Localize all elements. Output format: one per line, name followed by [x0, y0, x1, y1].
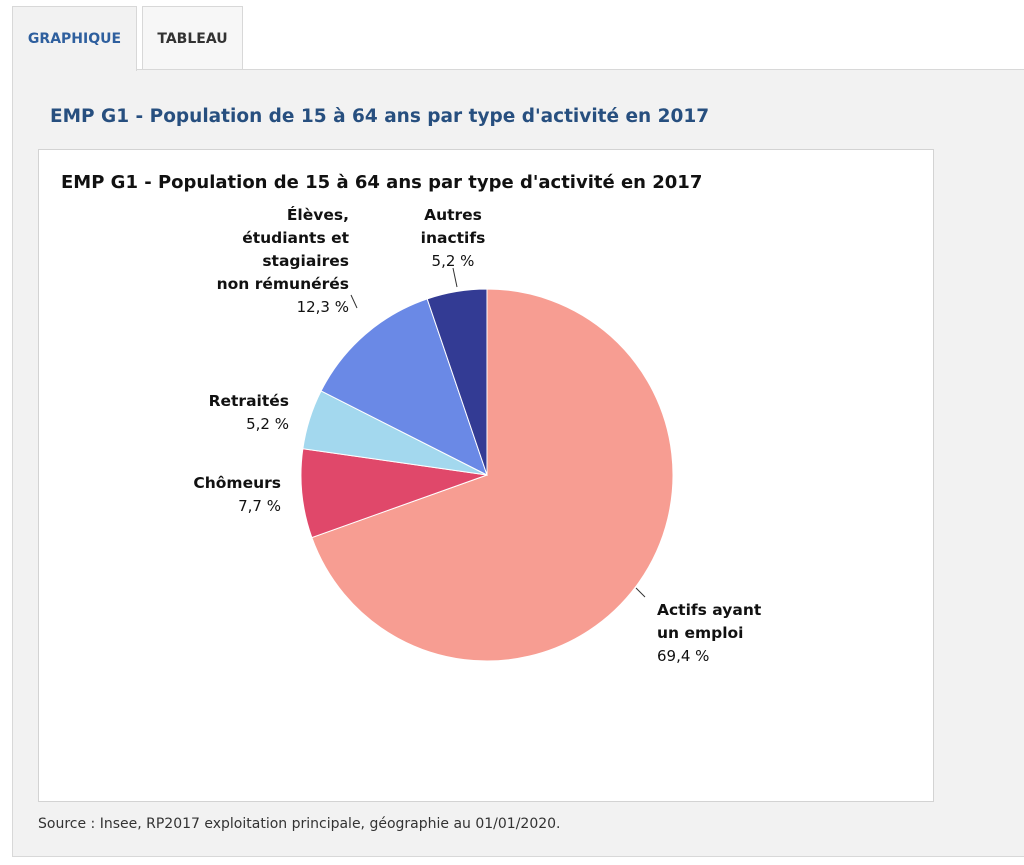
slice-label: Retraités: [209, 392, 289, 410]
source-note: Source : Insee, RP2017 exploitation prin…: [38, 816, 561, 832]
leader-line: [635, 587, 646, 598]
leader-line: [350, 294, 358, 309]
panel-title: EMP G1 - Population de 15 à 64 ans par t…: [50, 106, 710, 127]
tab-graphique[interactable]: GRAPHIQUE: [12, 6, 137, 71]
leader-line: [452, 267, 458, 288]
slice-value-label: 7,7 %: [238, 497, 281, 515]
pie-slice: [426, 288, 488, 476]
pie-slice: [311, 288, 674, 662]
slice-label: un emploi: [657, 624, 744, 642]
slice-label: Élèves,: [287, 205, 349, 224]
slice-value-label: 69,4 %: [657, 647, 709, 665]
tab-tableau[interactable]: TABLEAU: [142, 6, 243, 70]
chart-panel: EMP G1 - Population de 15 à 64 ans par t…: [12, 69, 1024, 857]
chart-title: EMP G1 - Population de 15 à 64 ans par t…: [61, 172, 703, 193]
pie-slice: [320, 298, 488, 477]
pie-chart: Actifs ayant un emploi 69,4 % Chômeurs 7,7 %…: [193, 205, 762, 665]
slice-label: Chômeurs: [193, 474, 281, 492]
slice-label: inactifs: [421, 229, 486, 247]
slice-value-label: 12,3 %: [297, 298, 349, 316]
slice-label: étudiants et: [242, 229, 349, 247]
slice-label: stagiaires: [262, 252, 349, 270]
slice-label: Actifs ayant: [657, 601, 762, 619]
slice-label: non rémunérés: [217, 275, 349, 293]
chart-container: EMP G1 - Population de 15 à 64 ans par t…: [38, 149, 934, 802]
slice-value-label: 5,2 %: [432, 252, 475, 270]
slice-value-label: 5,2 %: [246, 415, 289, 433]
slice-label: Autres: [424, 206, 482, 224]
